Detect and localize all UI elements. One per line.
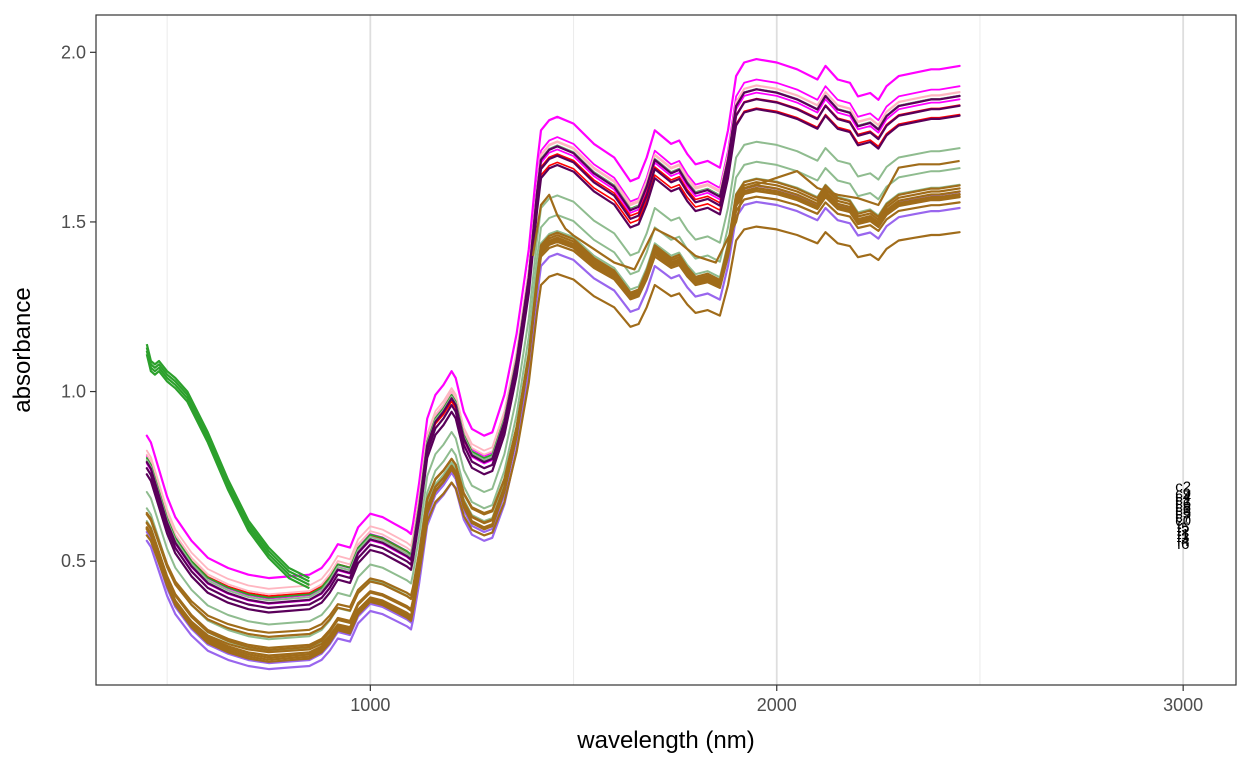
grid-lines — [166, 15, 1185, 685]
y-tick-label: 1.0 — [61, 382, 86, 402]
green-spectrum-line — [145, 350, 310, 586]
series-end-label: f5 — [1177, 519, 1190, 536]
x-axis-title: wavelength (nm) — [576, 727, 754, 754]
spectrum-line — [145, 200, 961, 671]
series-end-label: c9 — [1175, 485, 1191, 502]
x-tick-label: 3000 — [1163, 695, 1203, 715]
spectrum-line — [145, 160, 961, 641]
x-tick-label: 1000 — [350, 695, 390, 715]
green-spectrum-line — [145, 353, 310, 590]
series-end-label: c6 — [1175, 496, 1191, 513]
series-end-label: f4 — [1177, 533, 1190, 550]
y-tick-label: 2.0 — [61, 42, 86, 62]
spectrum-line — [145, 88, 961, 605]
series-end-label: c4 — [1175, 489, 1191, 506]
spectrum-line — [145, 108, 961, 614]
axis-ticks: 1000 2000 3000 0.5 1.0 1.5 2.0 — [61, 42, 1203, 715]
spectrum-line — [145, 225, 961, 654]
series-end-label: f2 — [1177, 523, 1190, 540]
series-end-label: c8 — [1175, 499, 1191, 516]
y-tick-label: 1.5 — [61, 212, 86, 232]
green-spectrum-line — [145, 347, 310, 583]
series-end-label: c2 — [1175, 479, 1191, 496]
y-axis-title: absorbance — [9, 287, 36, 412]
series-end-label: c7 — [1175, 509, 1191, 526]
y-tick-label: 0.5 — [61, 551, 86, 571]
spectrum-line — [145, 140, 961, 626]
plot-panel-border — [95, 14, 1237, 686]
brown-outlier-line — [531, 159, 960, 271]
spectrum-line — [145, 195, 961, 634]
series-end-label: c0 — [1175, 512, 1191, 529]
series-end-label: c1 — [1175, 492, 1191, 509]
series-end-label: c5 — [1175, 506, 1191, 523]
series-lines — [145, 58, 961, 671]
x-tick-label: 2000 — [757, 695, 797, 715]
series-end-label: c3 — [1175, 502, 1191, 519]
series-end-label: f3 — [1177, 529, 1190, 546]
spectrum-line — [145, 58, 961, 580]
series-end-label: f1 — [1177, 526, 1190, 543]
green-spectrum-line — [145, 343, 310, 580]
series-end-label: f6 — [1177, 536, 1190, 553]
